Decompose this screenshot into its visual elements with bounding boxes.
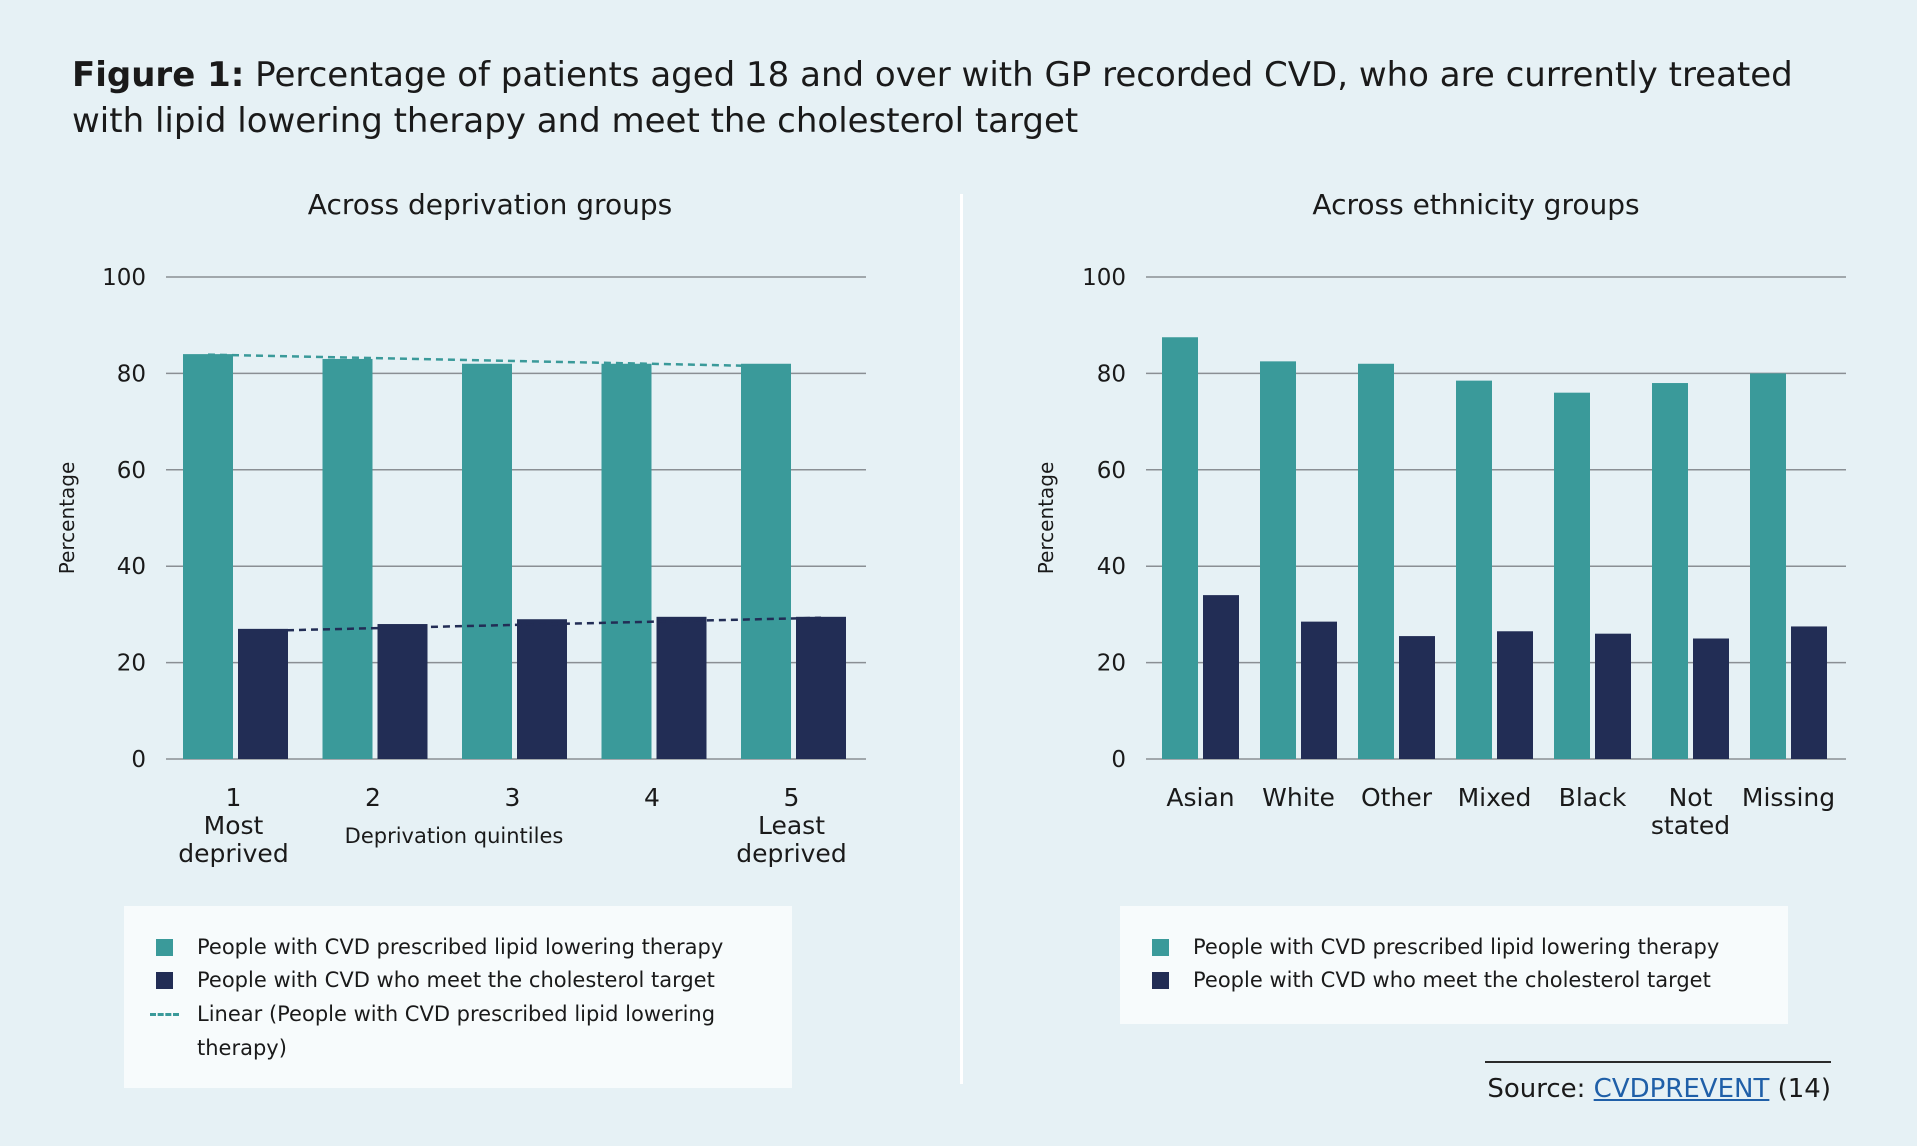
- x-tick-label: Black: [1559, 783, 1627, 812]
- x-tick-label: 3: [505, 783, 521, 812]
- x-tick-label: Not: [1669, 783, 1713, 812]
- bar-target: [1693, 638, 1729, 759]
- source-rule: [1485, 1061, 1831, 1063]
- y-tick-label: 0: [131, 747, 146, 773]
- bar-target: [238, 628, 288, 759]
- bar-prescribed: [1260, 361, 1296, 759]
- figure-title-text: Percentage of patients aged 18 and over …: [72, 55, 1793, 141]
- x-axis-label: Deprivation quintiles: [345, 824, 564, 848]
- bar-target: [796, 616, 846, 759]
- bar-prescribed: [1750, 373, 1786, 759]
- x-tick-label: Missing: [1742, 783, 1835, 812]
- x-tick-label: deprived: [178, 839, 288, 868]
- bar-target: [1791, 626, 1827, 759]
- trendline-prescribed: [207, 353, 767, 368]
- figure-title: Figure 1: Percentage of patients aged 18…: [72, 52, 1862, 144]
- bar-prescribed: [1162, 337, 1198, 759]
- bar-target: [1595, 633, 1631, 759]
- x-tick-label: Other: [1361, 783, 1433, 812]
- x-tick-label: 5: [784, 783, 800, 812]
- y-axis-label: Percentage: [55, 462, 79, 575]
- chart-divider: [960, 194, 963, 1084]
- bar-prescribed: [183, 354, 233, 759]
- bar-prescribed: [741, 363, 791, 759]
- bar-prescribed: [1652, 383, 1688, 759]
- x-tick-label: Most: [204, 811, 264, 840]
- bar-prescribed: [601, 363, 652, 759]
- y-tick-label: 60: [1097, 458, 1126, 484]
- bar-target: [1399, 636, 1435, 759]
- legend-label: People with CVD prescribed lipid lowerin…: [197, 935, 724, 959]
- legend-label: People with CVD who meet the cholesterol…: [1193, 968, 1711, 992]
- legend-swatch-dashed-line: [150, 1013, 179, 1016]
- legend-item-prescribed: People with CVD prescribed lipid lowerin…: [1152, 930, 1772, 964]
- y-axis-label: Percentage: [1034, 462, 1058, 575]
- bar-target: [1203, 595, 1239, 759]
- source-prefix: Source:: [1487, 1074, 1586, 1104]
- x-tick-label: 1: [226, 783, 242, 812]
- bar-target: [656, 616, 707, 759]
- y-tick-label: 100: [1082, 265, 1126, 291]
- ethnicity-chart: Across ethnicity groups 0 20 40 60 80 100 Perce…: [1034, 188, 1846, 840]
- source-note: Source: CVDPREVENT (14): [1487, 1074, 1831, 1104]
- bar-prescribed: [322, 358, 373, 759]
- legend-swatch-navy: [1152, 972, 1169, 989]
- legend-left: People with CVD prescribed lipid lowerin…: [124, 906, 792, 1088]
- legend-right: People with CVD prescribed lipid lowerin…: [1120, 906, 1788, 1024]
- legend-label: Linear (People with CVD prescribed lipid…: [197, 1002, 716, 1060]
- bar-prescribed: [1358, 363, 1394, 759]
- x-tick-label: Mixed: [1458, 783, 1532, 812]
- legend-swatch-teal: [1152, 939, 1169, 956]
- y-tick-label: 0: [1111, 747, 1126, 773]
- bar-target: [1497, 631, 1533, 759]
- y-tick-label: 80: [117, 361, 146, 387]
- trendline-target: [262, 616, 822, 633]
- y-tick-label: 80: [1097, 361, 1126, 387]
- y-tick-label: 20: [1097, 651, 1126, 677]
- y-tick-label: 60: [117, 458, 146, 484]
- deprivation-chart: Across deprivation groups 0 20 40 60 80 100 Per…: [55, 188, 866, 868]
- x-tick-label: Least: [758, 811, 825, 840]
- legend-label: People with CVD who meet the cholesterol…: [197, 968, 715, 992]
- legend-item-target: People with CVD who meet the cholesterol…: [1152, 963, 1772, 997]
- chart-title: Across ethnicity groups: [1312, 188, 1639, 221]
- y-tick-label: 40: [1097, 554, 1126, 580]
- bar-target: [517, 619, 567, 759]
- x-tick-label: deprived: [736, 839, 846, 868]
- legend-swatch-teal: [156, 939, 173, 956]
- bar-prescribed: [1554, 392, 1590, 759]
- legend-item-prescribed: People with CVD prescribed lipid lowerin…: [156, 930, 776, 964]
- bar-target: [377, 624, 428, 759]
- bar-prescribed: [462, 363, 512, 759]
- x-tick-label: 2: [365, 783, 381, 812]
- legend-swatch-navy: [156, 972, 173, 989]
- x-tick-label: stated: [1651, 811, 1730, 840]
- legend-item-target: People with CVD who meet the cholesterol…: [156, 963, 776, 997]
- source-link[interactable]: CVDPREVENT: [1593, 1074, 1770, 1104]
- chart-title: Across deprivation groups: [308, 188, 672, 221]
- bar-target: [1301, 621, 1337, 759]
- x-tick-label: Asian: [1166, 783, 1234, 812]
- x-tick-label: 4: [644, 783, 660, 812]
- y-tick-label: 40: [117, 554, 146, 580]
- figure-title-label: Figure 1:: [72, 55, 245, 95]
- bar-prescribed: [1456, 380, 1492, 759]
- y-tick-label: 20: [117, 651, 146, 677]
- legend-label: People with CVD prescribed lipid lowerin…: [1193, 935, 1720, 959]
- source-suffix: (14): [1777, 1074, 1831, 1104]
- legend-item-linear: Linear (People with CVD prescribed lipid…: [150, 997, 756, 1065]
- x-tick-label: White: [1262, 783, 1335, 812]
- y-tick-label: 100: [102, 265, 146, 291]
